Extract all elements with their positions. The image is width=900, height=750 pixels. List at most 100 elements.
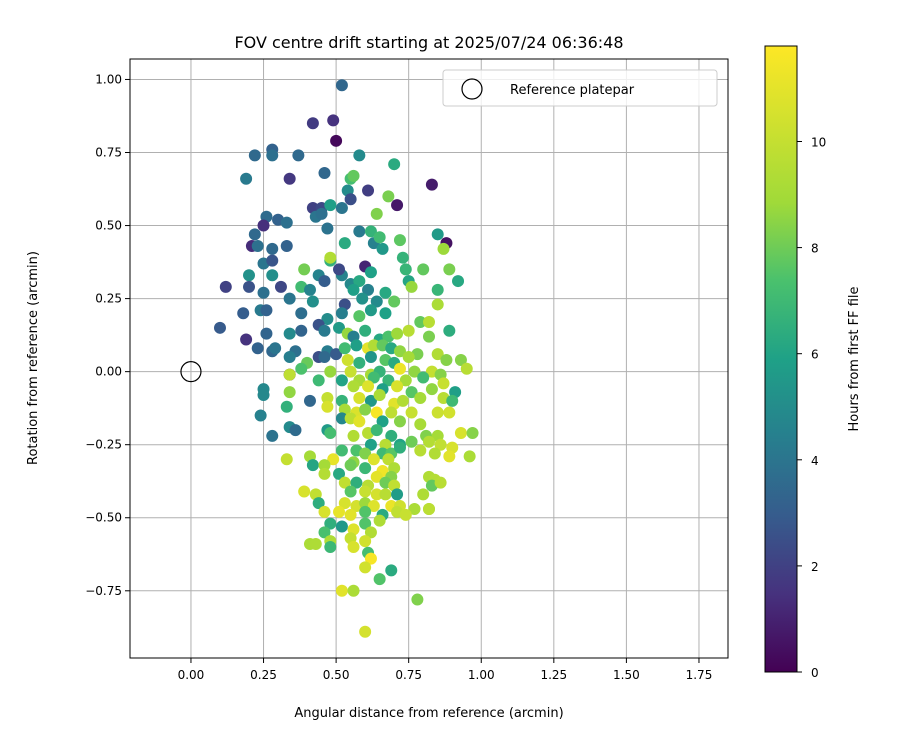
data-point [309,538,322,551]
data-point [359,517,372,530]
data-point [367,339,380,352]
data-point [370,424,383,437]
data-point [335,520,348,533]
data-point [344,459,357,472]
x-tick-label: 0.25 [250,668,277,682]
colorbar-tick-label: 6 [811,348,819,362]
data-point [240,333,253,346]
legend-box [442,69,718,107]
data-point [353,415,366,428]
data-point [428,447,441,460]
data-point [431,348,444,361]
data-point [359,505,372,518]
data-point [417,488,430,501]
data-point [333,321,346,334]
data-point [353,391,366,404]
data-point [280,400,293,413]
data-point [359,625,372,638]
legend: Reference platepar [442,69,718,107]
data-point [417,263,430,276]
data-point [283,368,296,381]
data-point [243,269,256,282]
data-point [318,467,331,480]
data-point [399,263,412,276]
data-point [280,216,293,229]
y-tick-label: −0.50 [85,511,122,525]
data-point [405,386,418,399]
data-point [443,406,456,419]
data-point [347,429,360,442]
y-tick-label: 1.00 [95,72,122,86]
data-point [248,228,261,241]
data-point [347,169,360,182]
reference-platepar-marker [180,361,202,383]
data-point [324,199,337,212]
data-point [434,438,447,451]
data-point [382,190,395,203]
data-point [257,286,270,299]
data-point [335,584,348,597]
data-point [341,353,354,366]
data-point [274,280,287,293]
data-point [289,424,302,437]
data-point [393,441,406,454]
data-point [324,517,337,530]
data-point [425,178,438,191]
data-point [367,453,380,466]
colorbar-tick-label: 2 [811,560,819,574]
data-point [399,374,412,387]
data-point [347,380,360,393]
data-point [344,193,357,206]
plot-frame [129,58,729,659]
data-point [335,79,348,92]
data-point [376,415,389,428]
data-point [399,508,412,521]
y-tick-label: 0.75 [95,146,122,160]
data-point [251,342,264,355]
y-tick-label: 0.00 [95,365,122,379]
data-point [260,327,273,340]
data-point [364,351,377,364]
data-point [431,283,444,296]
x-tick-label: 1.00 [468,668,495,682]
data-point [283,172,296,185]
data-point [237,307,250,320]
y-axis-title: Rotation from reference (arcmin) [26,251,41,465]
data-point [303,283,316,296]
data-point [240,172,253,185]
grid-lines [130,59,728,658]
data-point [303,394,316,407]
data-point [362,380,375,393]
data-point [463,450,476,463]
data-point [318,526,331,539]
data-point [414,391,427,404]
data-point [298,263,311,276]
data-point [393,362,406,375]
data-point [315,207,328,220]
data-point [266,269,279,282]
data-point [385,429,398,442]
x-tick-label: 0.00 [178,668,205,682]
data-point [321,400,334,413]
data-point [393,415,406,428]
data-point [364,526,377,539]
data-point [338,497,351,510]
y-axis-ticks: −0.75 −0.50 −0.25 0.00 0.25 0.50 0.75 1.00 [85,72,130,598]
data-point [423,330,435,343]
data-point [382,374,395,387]
data-point [327,453,340,466]
data-point [396,251,409,264]
data-point [446,394,459,407]
data-point [359,324,372,337]
data-point [280,240,293,253]
x-tick-label: 1.25 [540,668,567,682]
data-point [364,266,377,279]
data-point [350,476,363,489]
data-point [312,497,325,510]
data-point [327,114,340,127]
y-tick-label: −0.75 [85,584,122,598]
data-point [391,488,404,501]
colorbar-tick-label: 8 [811,242,819,256]
data-point [344,508,357,521]
